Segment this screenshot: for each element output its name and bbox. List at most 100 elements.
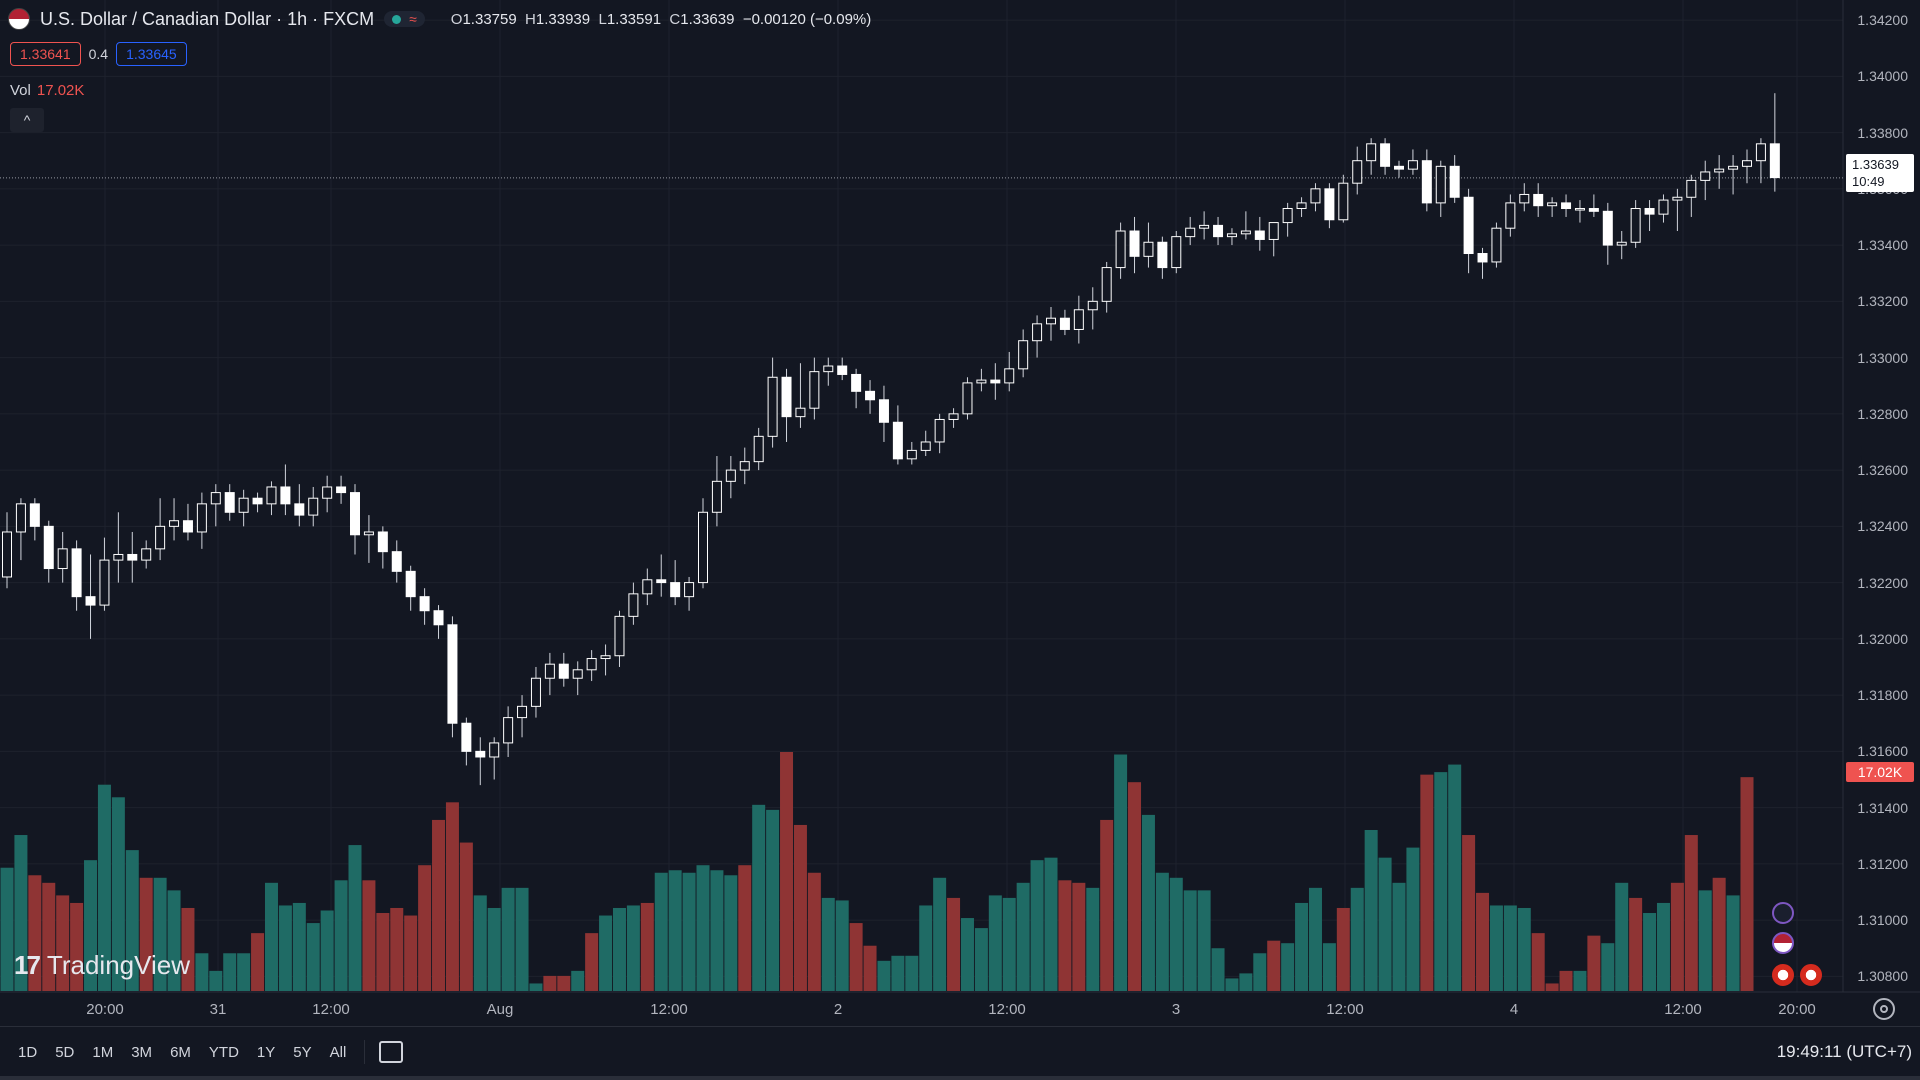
candle xyxy=(1310,183,1321,212)
volume-bar xyxy=(306,923,320,991)
price-scale-label: 1.30800 xyxy=(1857,968,1908,985)
candle-body-up xyxy=(1310,188,1321,204)
candle xyxy=(210,484,221,527)
low-label: L xyxy=(598,10,607,28)
timeframe-1d[interactable]: 1D xyxy=(18,1043,38,1061)
canada-event-flag-icon-2[interactable] xyxy=(1800,964,1822,986)
candle-body-down xyxy=(43,525,54,570)
candle-body-up xyxy=(1491,227,1502,263)
candle xyxy=(1505,194,1516,237)
volume-bar xyxy=(487,907,501,991)
symbol-title[interactable]: U.S. Dollar / Canadian Dollar · 1h · FXC… xyxy=(40,8,375,29)
volume-bar xyxy=(459,842,473,991)
volume-bar xyxy=(849,923,863,991)
timeframe-5d[interactable]: 5D xyxy=(55,1043,75,1061)
change-value: −0.00120 (−0.09%) xyxy=(742,10,872,28)
volume-bar xyxy=(237,953,251,991)
volume-bar xyxy=(1225,978,1239,991)
candle-body-down xyxy=(71,548,82,598)
candle xyxy=(15,498,26,561)
gear-icon[interactable] xyxy=(1873,998,1895,1020)
timeframe-1y[interactable]: 1Y xyxy=(256,1043,276,1061)
candle xyxy=(1185,216,1196,246)
candle-body-up xyxy=(503,717,514,744)
candle-body-down xyxy=(1213,224,1224,238)
us-event-flag-icon[interactable] xyxy=(1772,932,1794,954)
sell-button[interactable]: 1.33641 xyxy=(10,42,81,66)
candle xyxy=(906,441,917,465)
candle-body-down xyxy=(391,551,402,572)
timeframe-all[interactable]: All xyxy=(329,1043,347,1061)
timeframe-5y[interactable]: 5Y xyxy=(293,1043,312,1061)
candle xyxy=(851,368,862,409)
volume-bar xyxy=(1281,943,1295,991)
market-status[interactable]: ≈ xyxy=(384,11,425,27)
volume-bar xyxy=(696,865,710,991)
volume-legend[interactable]: Vol 17.02K xyxy=(10,82,84,99)
data-delay-wave-icon: ≈ xyxy=(409,11,417,27)
candle xyxy=(1268,222,1279,257)
volume-bar xyxy=(1712,877,1726,991)
price-scale-label: 1.33800 xyxy=(1857,124,1908,141)
candle-body-up xyxy=(99,559,110,606)
volume-bar xyxy=(376,913,390,991)
candle-body-up xyxy=(753,435,764,463)
calendar-icon[interactable] xyxy=(379,1041,404,1063)
candle xyxy=(1686,174,1697,217)
candle-body-down xyxy=(280,486,291,505)
collapse-legend-button[interactable]: ^ xyxy=(10,108,44,132)
volume-bar xyxy=(599,915,613,991)
candle xyxy=(878,385,889,442)
price-scale-label: 1.31800 xyxy=(1857,687,1908,704)
candle-body-up xyxy=(1282,208,1293,224)
tradingview-logo[interactable]: 17 TradingView xyxy=(14,950,190,981)
candle xyxy=(795,363,806,428)
candle-body-up xyxy=(795,407,806,418)
candle-body-up xyxy=(15,503,26,533)
volume-bar xyxy=(1141,814,1155,991)
candle xyxy=(572,661,583,696)
candle-body-up xyxy=(2,531,12,578)
candle-body-down xyxy=(1561,202,1572,210)
last-price-value: 1.33639 xyxy=(1852,157,1899,172)
volume-bar xyxy=(1462,835,1476,991)
candle-body-up xyxy=(1519,193,1530,204)
buy-button[interactable]: 1.33645 xyxy=(116,42,187,66)
candle xyxy=(962,377,973,420)
candle-body-down xyxy=(1769,143,1780,179)
timeframe-ytd[interactable]: YTD xyxy=(208,1043,239,1061)
candle xyxy=(517,695,528,738)
candle xyxy=(196,492,207,549)
news-event-icon[interactable] xyxy=(1772,902,1794,924)
candle xyxy=(447,616,458,738)
volume-bar xyxy=(1684,835,1698,991)
volume-bar xyxy=(738,865,752,991)
timeframe-6m[interactable]: 6M xyxy=(170,1043,191,1061)
time-scale-label: 3 xyxy=(1171,1001,1181,1018)
candle-body-down xyxy=(851,373,862,392)
candle-body-up xyxy=(1143,241,1154,257)
tradingview-logo-text: TradingView xyxy=(46,950,190,980)
timeframe-3m[interactable]: 3M xyxy=(131,1043,153,1061)
timeframe-1m[interactable]: 1M xyxy=(92,1043,114,1061)
close-label: C xyxy=(669,10,681,28)
candle-body-up xyxy=(1087,300,1098,311)
volume-bar xyxy=(1587,935,1601,991)
clock-timezone[interactable]: 19:49:11 (UTC+7) xyxy=(1776,1042,1912,1061)
candle xyxy=(1658,194,1669,223)
candle xyxy=(1073,295,1084,344)
candle xyxy=(948,408,959,428)
candle-body-down xyxy=(1602,210,1613,246)
candle-body-down xyxy=(656,579,667,584)
volume-bar xyxy=(724,875,738,991)
volume-bar xyxy=(1267,940,1281,991)
candle-body-up xyxy=(1226,233,1237,238)
volume-bar xyxy=(404,915,418,991)
canada-event-flag-icon[interactable] xyxy=(1772,964,1794,986)
candle xyxy=(656,554,667,597)
price-scale-label: 1.32600 xyxy=(1857,462,1908,479)
candle xyxy=(1032,315,1043,358)
volume-bar xyxy=(362,880,376,991)
